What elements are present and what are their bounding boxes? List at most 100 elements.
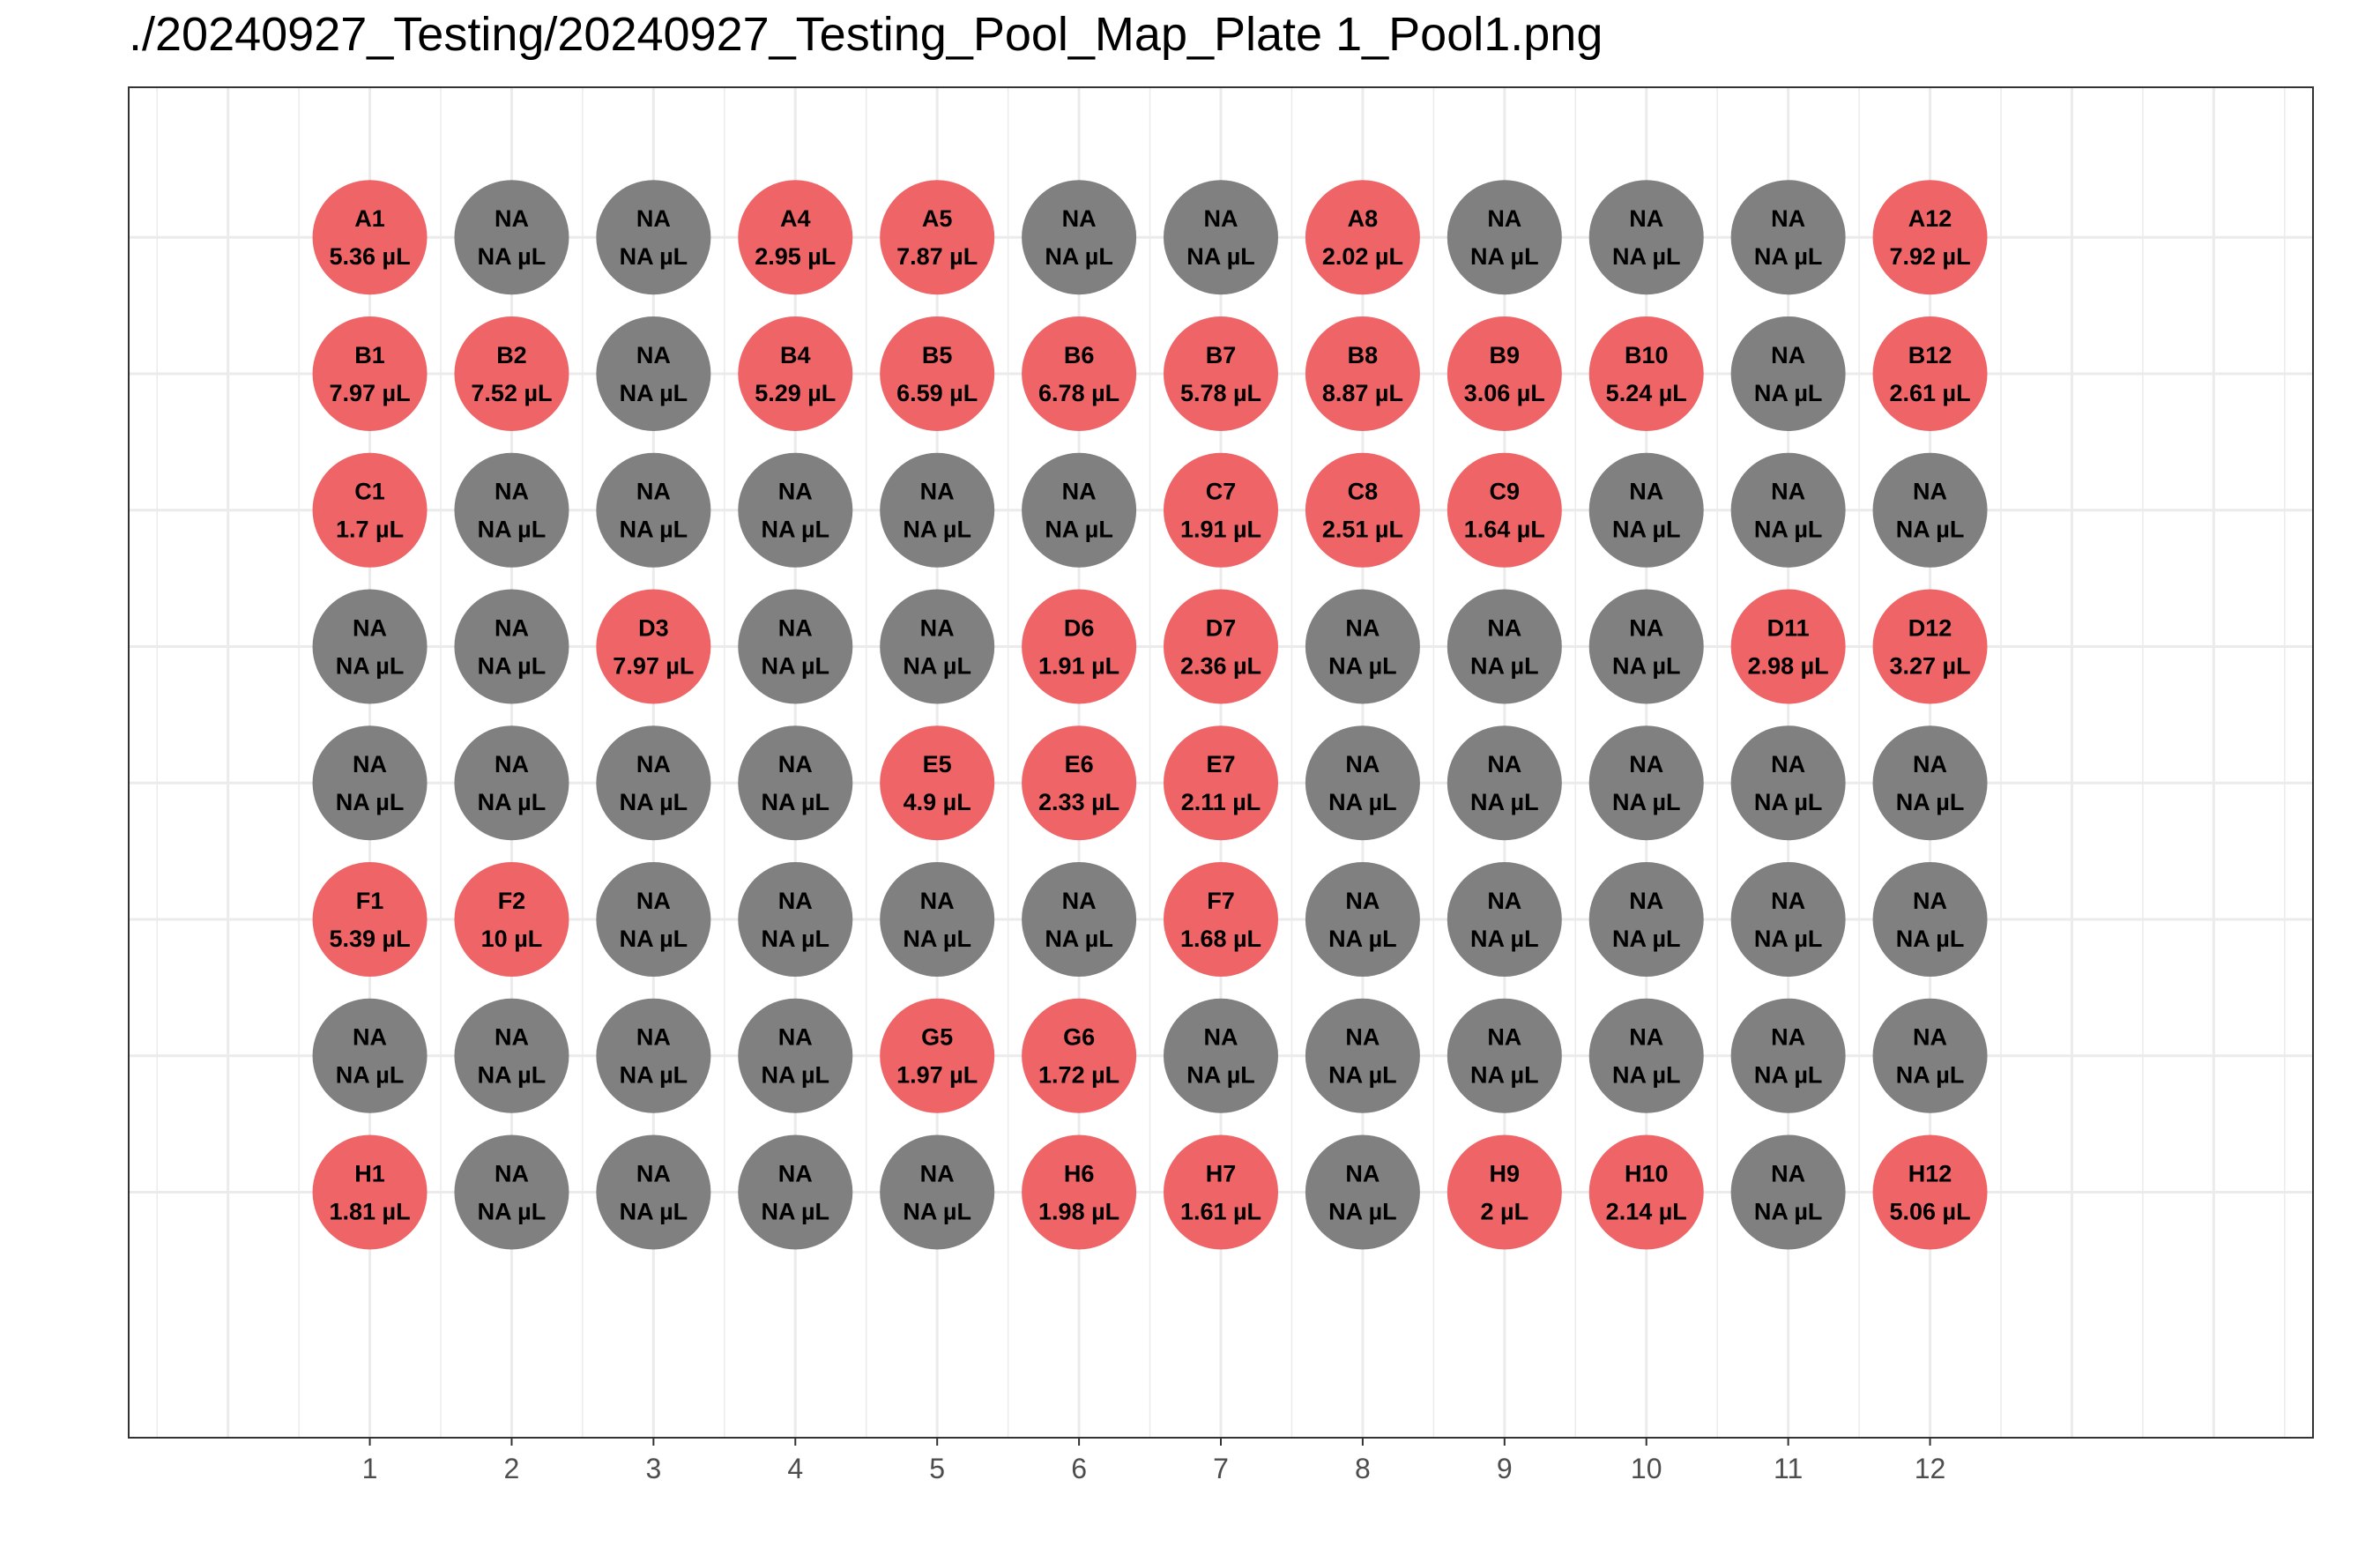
well-label: NA xyxy=(1771,1160,1805,1186)
well-circle xyxy=(1305,998,1420,1113)
well-label: NA xyxy=(636,1160,671,1186)
well-volume: NA µL xyxy=(1470,1062,1539,1089)
well-circle xyxy=(1588,180,1704,295)
well-circle xyxy=(1164,998,1278,1113)
well-label: NA xyxy=(1345,1160,1380,1186)
well-label: NA xyxy=(1062,479,1097,505)
well-label: NA xyxy=(1629,205,1663,232)
well-circle xyxy=(1305,861,1420,977)
well-label: NA xyxy=(1913,479,1947,505)
well-circle xyxy=(1730,589,1846,704)
well-B1: B1 7.97 µL xyxy=(312,316,428,431)
well-volume: NA µL xyxy=(1612,926,1681,952)
well-circle xyxy=(1305,1134,1420,1250)
well-volume: 2.14 µL xyxy=(1606,1198,1687,1224)
well-label: NA xyxy=(353,1024,387,1051)
well-circle xyxy=(1164,1134,1278,1250)
well-label: NA xyxy=(1487,614,1521,641)
well-label: C8 xyxy=(1348,479,1379,505)
well-D5: NA NA µL xyxy=(880,589,995,704)
well-circle xyxy=(1022,1134,1137,1250)
well-volume: NA µL xyxy=(1045,926,1113,952)
well-label: B9 xyxy=(1490,342,1521,368)
well-label: C9 xyxy=(1490,479,1521,505)
well-volume: 7.52 µL xyxy=(471,380,552,406)
well-C10: NA NA µL xyxy=(1588,452,1704,568)
well-volume: 1.68 µL xyxy=(1180,926,1261,952)
well-volume: NA µL xyxy=(620,1062,688,1089)
well-label: B10 xyxy=(1625,342,1669,368)
well-label: NA xyxy=(1913,1024,1947,1051)
well-F3: NA NA µL xyxy=(596,861,711,977)
well-label: C7 xyxy=(1206,479,1237,505)
well-volume: NA µL xyxy=(1328,926,1397,952)
well-label: G6 xyxy=(1063,1024,1095,1051)
well-circle xyxy=(738,1134,853,1250)
well-label: G5 xyxy=(921,1024,953,1051)
well-volume: NA µL xyxy=(620,926,688,952)
well-volume: 7.92 µL xyxy=(1889,243,1970,270)
well-label: NA xyxy=(778,479,813,505)
well-volume: NA µL xyxy=(620,789,688,815)
well-D11: D11 2.98 µL xyxy=(1730,589,1846,704)
well-C3: NA NA µL xyxy=(596,452,711,568)
well-volume: 3.06 µL xyxy=(1464,380,1545,406)
well-label: NA xyxy=(1487,751,1521,777)
well-label: NA xyxy=(920,479,955,505)
well-circle xyxy=(1447,998,1562,1113)
well-volume: NA µL xyxy=(620,243,688,270)
well-circle xyxy=(454,725,569,841)
well-volume: NA µL xyxy=(903,926,971,952)
well-circle xyxy=(1872,316,1988,431)
well-F11: NA NA µL xyxy=(1730,861,1846,977)
well-volume: NA µL xyxy=(1896,1062,1965,1089)
well-H8: NA NA µL xyxy=(1305,1134,1420,1250)
well-circle xyxy=(880,861,995,977)
well-volume: NA µL xyxy=(336,652,405,679)
x-tick-label: 8 xyxy=(1355,1453,1371,1484)
well-B11: NA NA µL xyxy=(1730,316,1846,431)
well-F5: NA NA µL xyxy=(880,861,995,977)
well-G7: NA NA µL xyxy=(1164,998,1278,1113)
well-E4: NA NA µL xyxy=(738,725,853,841)
well-A11: NA NA µL xyxy=(1730,180,1846,295)
well-B6: B6 6.78 µL xyxy=(1022,316,1137,431)
well-label: B2 xyxy=(496,342,527,368)
well-H12: H12 5.06 µL xyxy=(1872,1134,1988,1250)
well-D2: NA NA µL xyxy=(454,589,569,704)
well-label: D7 xyxy=(1206,614,1237,641)
well-G12: NA NA µL xyxy=(1872,998,1988,1113)
well-volume: NA µL xyxy=(903,1198,971,1224)
well-G3: NA NA µL xyxy=(596,998,711,1113)
well-A7: NA NA µL xyxy=(1164,180,1278,295)
well-label: NA xyxy=(1629,479,1663,505)
well-volume: NA µL xyxy=(761,1062,829,1089)
well-C9: C9 1.64 µL xyxy=(1447,452,1562,568)
well-B9: B9 3.06 µL xyxy=(1447,316,1562,431)
well-A8: A8 2.02 µL xyxy=(1305,180,1420,295)
well-D6: D6 1.91 µL xyxy=(1022,589,1137,704)
well-C1: C1 1.7 µL xyxy=(312,452,428,568)
well-circle xyxy=(1730,1134,1846,1250)
well-circle xyxy=(312,998,428,1113)
x-tick-label: 1 xyxy=(362,1453,378,1484)
x-tick-label: 9 xyxy=(1497,1453,1513,1484)
well-label: NA xyxy=(1771,205,1805,232)
well-B12: B12 2.61 µL xyxy=(1872,316,1988,431)
well-label: D11 xyxy=(1767,614,1810,641)
x-tick-label: 7 xyxy=(1213,1453,1229,1484)
well-circle xyxy=(1447,452,1562,568)
well-G4: NA NA µL xyxy=(738,998,853,1113)
well-volume: 7.87 µL xyxy=(896,243,978,270)
well-volume: NA µL xyxy=(1754,926,1823,952)
well-circle xyxy=(1305,316,1420,431)
well-C5: NA NA µL xyxy=(880,452,995,568)
well-volume: NA µL xyxy=(1754,517,1823,543)
well-A6: NA NA µL xyxy=(1022,180,1137,295)
well-circle xyxy=(1872,1134,1988,1250)
well-circle xyxy=(596,316,711,431)
well-volume: 8.87 µL xyxy=(1322,380,1403,406)
well-circle xyxy=(1447,589,1562,704)
well-circle xyxy=(1588,452,1704,568)
well-volume: 2.11 µL xyxy=(1181,789,1261,815)
